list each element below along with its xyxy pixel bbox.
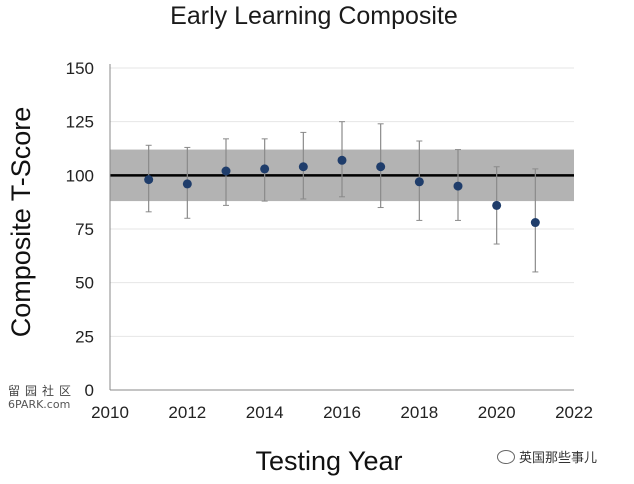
x-tick-label: 2022: [555, 403, 593, 422]
x-tick-label: 2018: [400, 403, 438, 422]
data-point: [182, 179, 192, 189]
data-point: [376, 162, 386, 172]
x-tick-label: 2010: [91, 403, 129, 422]
data-point: [414, 177, 424, 187]
watermark-wechat-text: 英国那些事儿: [519, 451, 598, 466]
data-point: [492, 200, 502, 210]
data-point: [337, 155, 347, 165]
y-tick-label: 50: [75, 274, 94, 293]
y-tick-label: 25: [75, 327, 94, 346]
y-tick-label: 75: [75, 220, 94, 239]
watermark-6park-cn: 留园社区: [8, 384, 77, 398]
wechat-icon: [497, 449, 515, 464]
x-tick-label: 2014: [246, 403, 284, 422]
x-tick-label: 2012: [168, 403, 206, 422]
x-axis-label: Testing Year: [255, 446, 402, 476]
y-tick-label: 150: [66, 59, 94, 78]
y-tick-label: 0: [85, 381, 94, 400]
data-point: [221, 166, 231, 176]
data-point: [144, 175, 154, 185]
x-tick-label: 2016: [323, 403, 361, 422]
watermark-6park: 留园社区 6PARK.com: [8, 384, 76, 412]
y-tick-label: 125: [66, 113, 94, 132]
x-tick-label: 2020: [478, 403, 516, 422]
data-point: [530, 218, 540, 228]
y-tick-label: 100: [66, 166, 94, 185]
watermark-wechat: 英国那些事儿: [497, 447, 597, 466]
watermark-6park-en: 6PARK.com: [8, 398, 71, 411]
chart-title: Early Learning Composite: [170, 2, 458, 30]
plot-area: 0 25 50 75 100 125 150 2010 2012 2014 2016 2018 2020…: [66, 59, 593, 422]
y-axis-label: Composite T-Score: [6, 107, 36, 338]
data-point: [260, 164, 270, 174]
data-point: [453, 181, 463, 191]
data-point: [298, 162, 308, 172]
